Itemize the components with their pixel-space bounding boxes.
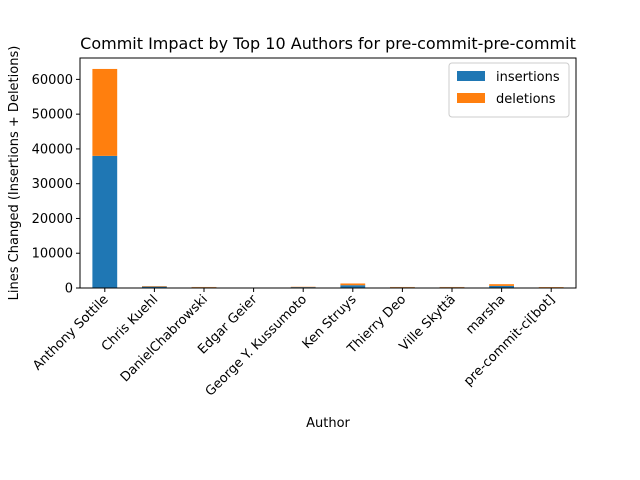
- bar-deletions-1: [142, 286, 167, 287]
- x-tick-label: pre-commit-ci[bot]: [461, 292, 558, 389]
- legend-label-insertions: insertions: [496, 70, 560, 85]
- bar-deletions-0: [92, 68, 118, 156]
- bar-deletions-8: [489, 284, 514, 286]
- y-tick-label: 30000: [32, 177, 73, 192]
- y-tick-label: 50000: [32, 108, 73, 123]
- y-tick-label: 0: [65, 282, 73, 297]
- chart-title: Commit Impact by Top 10 Authors for pre-…: [80, 34, 576, 53]
- x-tick-label: Anthony Sottile: [30, 292, 111, 373]
- bars-layer: [92, 68, 564, 288]
- bar-insertions-5: [340, 285, 366, 288]
- x-tick-label: DanielChabrowski: [118, 292, 211, 385]
- legend: insertions deletions: [448, 62, 570, 118]
- y-tick-label: 60000: [32, 73, 73, 88]
- bar-insertions-1: [142, 286, 167, 288]
- x-axis-title: Author: [306, 416, 350, 431]
- legend-swatch-insertions: [457, 71, 485, 81]
- plot-frame: [79, 57, 577, 289]
- x-tick-label: George Y. Kussumoto: [203, 292, 310, 399]
- x-tick-label: marsha: [463, 292, 508, 337]
- y-tick-label: 10000: [32, 247, 73, 262]
- y-tick-label: 40000: [32, 142, 73, 157]
- bar-insertions-0: [92, 155, 118, 288]
- y-axis: 0 10000 20000 30000 40000 50000 60000: [32, 73, 80, 297]
- legend-swatch-deletions: [457, 93, 485, 103]
- y-tick-label: 20000: [32, 212, 73, 227]
- legend-label-deletions: deletions: [496, 92, 556, 107]
- y-axis-title: Lines Changed (Insertions + Deletions): [7, 46, 22, 301]
- bar-deletions-5: [340, 283, 366, 286]
- bar-insertions-8: [489, 285, 514, 288]
